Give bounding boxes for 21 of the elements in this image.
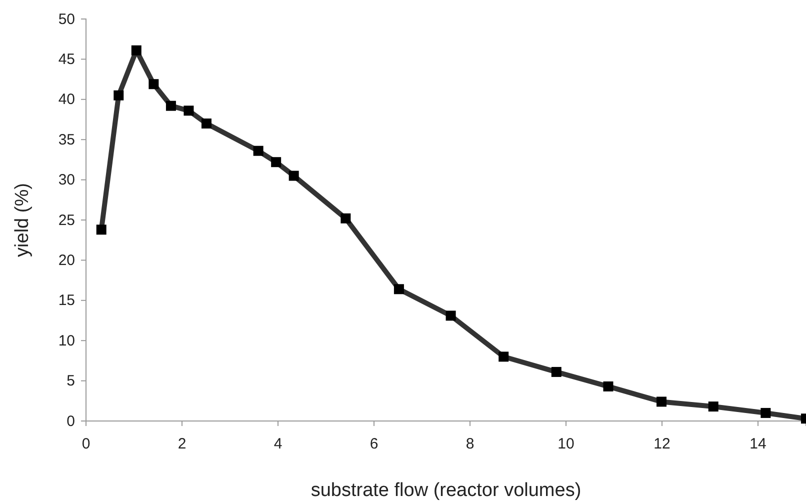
x-tick-label: 4: [274, 436, 282, 453]
x-tick-label: 12: [654, 436, 670, 453]
x-axis-title: substrate flow (reactor volumes): [310, 480, 582, 501]
x-tick-label: 8: [466, 436, 474, 453]
y-tick-label: 5: [66, 372, 75, 390]
y-tick-label: 20: [58, 252, 75, 269]
y-tick-label: 0: [66, 412, 75, 430]
y-tick-label: 40: [58, 91, 75, 108]
y-tick-label: 15: [58, 292, 75, 310]
y-tick-label: 45: [58, 51, 75, 68]
x-tick-label: 6: [370, 436, 378, 453]
x-tick-label: 14: [750, 436, 766, 453]
y-tick-label: 50: [58, 10, 75, 28]
y-tick-label: 30: [58, 172, 75, 189]
x-tick-label: 10: [558, 436, 574, 453]
x-tick-label: 0: [82, 436, 90, 453]
y-axis-title: yield (%): [12, 183, 33, 257]
y-tick-label: 35: [58, 131, 75, 148]
x-tick-label: 2: [178, 436, 186, 453]
y-tick-label: 10: [58, 332, 75, 350]
y-tick-label: 25: [58, 212, 75, 229]
